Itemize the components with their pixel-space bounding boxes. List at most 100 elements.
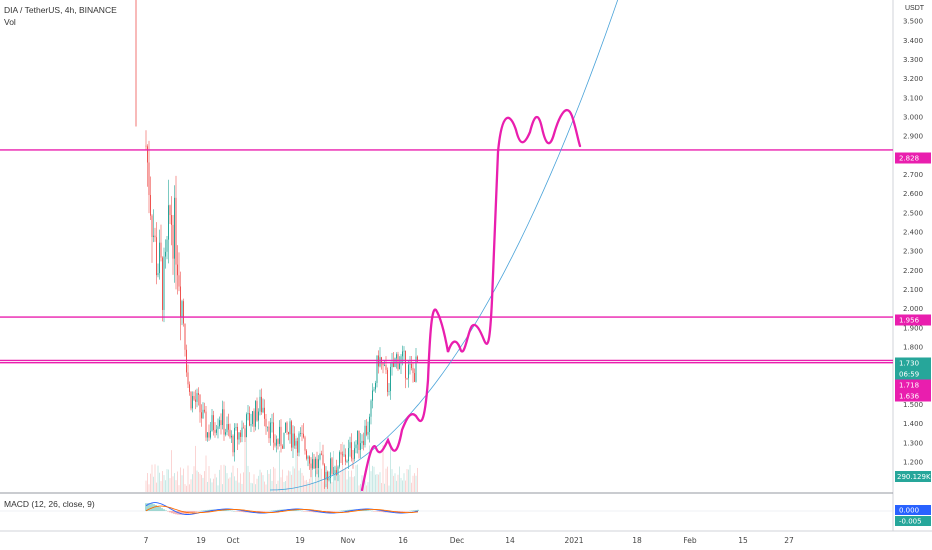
candle-body (345, 454, 346, 462)
horizontal-levels[interactable] (0, 149, 893, 364)
candle-body (244, 428, 246, 438)
candle-body (330, 458, 331, 478)
price-tick-label: 3.100 (903, 94, 923, 102)
volume-bar (261, 472, 262, 492)
volume-bar (339, 474, 340, 492)
volume-bar (198, 472, 199, 492)
volume-bar (175, 480, 177, 492)
candle-body (195, 399, 196, 402)
price-pane[interactable] (0, 0, 893, 493)
candle-body (309, 456, 310, 464)
macd-histogram-bar (269, 510, 271, 512)
candle-body (175, 197, 177, 265)
macd-histogram-bar (415, 510, 417, 511)
price-tick-label: 1.300 (903, 439, 923, 447)
macd-histogram-bar (145, 503, 147, 511)
volume-bar (357, 464, 358, 492)
candle-body (150, 195, 151, 216)
candle-body (333, 473, 334, 475)
projection-drawing[interactable] (360, 108, 582, 492)
price-badge (895, 390, 931, 402)
volume-bar (214, 473, 216, 492)
volume-bar (216, 477, 217, 492)
volume-bar (288, 470, 289, 492)
macd-histogram-bar (251, 511, 253, 513)
volume-bar (172, 476, 174, 492)
volume-bar (348, 470, 349, 492)
macd-histogram-bar (265, 511, 267, 512)
volume-bar (213, 478, 214, 492)
volume-bar (147, 473, 148, 492)
volume-bar (174, 473, 175, 492)
candle-body (390, 366, 391, 392)
candle-body (297, 441, 298, 453)
macd-histogram-bar (295, 509, 297, 511)
candle-body (409, 363, 411, 365)
candle-body (210, 430, 211, 438)
volume-bar (238, 482, 240, 492)
candle-body (366, 425, 367, 435)
parabolic-curve (269, 0, 619, 491)
candle-body (316, 458, 318, 469)
candle-body (351, 442, 352, 459)
volume-bars (145, 435, 418, 492)
volume-bar (283, 481, 285, 492)
parabolic-curve-drawing[interactable] (269, 0, 660, 491)
candle-body (307, 456, 309, 459)
candle-body (274, 442, 276, 446)
time-tick-label: 15 (738, 536, 748, 545)
price-badge-label: 1.956 (899, 317, 920, 325)
candle-body (403, 350, 405, 352)
candle-body (277, 439, 279, 444)
time-tick-label: 18 (632, 536, 642, 545)
candle-body (376, 355, 378, 383)
macd-histogram-bar (241, 511, 243, 513)
macd-histogram-bar (259, 511, 261, 513)
candle-body (256, 401, 258, 421)
symbol-title[interactable]: DIA / TetherUS, 4h, BINANCE (4, 5, 117, 15)
candle-body (312, 459, 313, 469)
price-badge (895, 368, 931, 380)
volume-bar (352, 477, 354, 492)
candle-body (393, 362, 394, 368)
macd-histogram-bar (149, 503, 151, 511)
price-badge (895, 357, 931, 369)
time-tick-label: Oct (227, 536, 240, 545)
volume-bar (162, 471, 163, 492)
candle-body (201, 412, 202, 419)
volume-bar (388, 485, 390, 492)
candle-body (202, 409, 204, 419)
candle-body (276, 439, 277, 446)
macd-histogram-bar (307, 511, 309, 512)
candle-body (408, 364, 409, 379)
volume-bar (349, 476, 351, 492)
candle-body (352, 458, 354, 460)
volume-bar (303, 475, 304, 492)
volume-bar (190, 479, 192, 492)
candle-body (411, 363, 412, 369)
macd-histogram-bar (233, 510, 235, 512)
candle-body (397, 354, 399, 370)
volume-bar (168, 469, 169, 492)
candle-body (211, 415, 213, 431)
macd-histogram-bar (379, 511, 381, 512)
volume-bar (399, 466, 400, 492)
macd-label[interactable]: MACD (12, 26, close, 9) (4, 499, 95, 509)
candle-body (283, 432, 285, 449)
volume-bar (298, 470, 300, 492)
time-tick-label: 19 (295, 536, 305, 545)
macd-histogram-bar (273, 510, 275, 511)
projection-path (360, 108, 582, 492)
time-tick-label: 14 (505, 536, 515, 545)
candle-body (157, 273, 159, 276)
volume-bar (385, 468, 387, 492)
macd-histogram-bar (171, 511, 173, 514)
volume-bar (187, 465, 189, 492)
volume-label[interactable]: Vol (4, 17, 16, 27)
macd-histogram-bar (173, 511, 175, 514)
volume-bar (177, 471, 178, 492)
candle-body (285, 422, 286, 433)
candle-body (166, 239, 168, 252)
time-axis-ticks[interactable]: 7 19 Oct 19 Nov 16 Dec 14 2021 18 Feb 15 27 (144, 536, 794, 545)
